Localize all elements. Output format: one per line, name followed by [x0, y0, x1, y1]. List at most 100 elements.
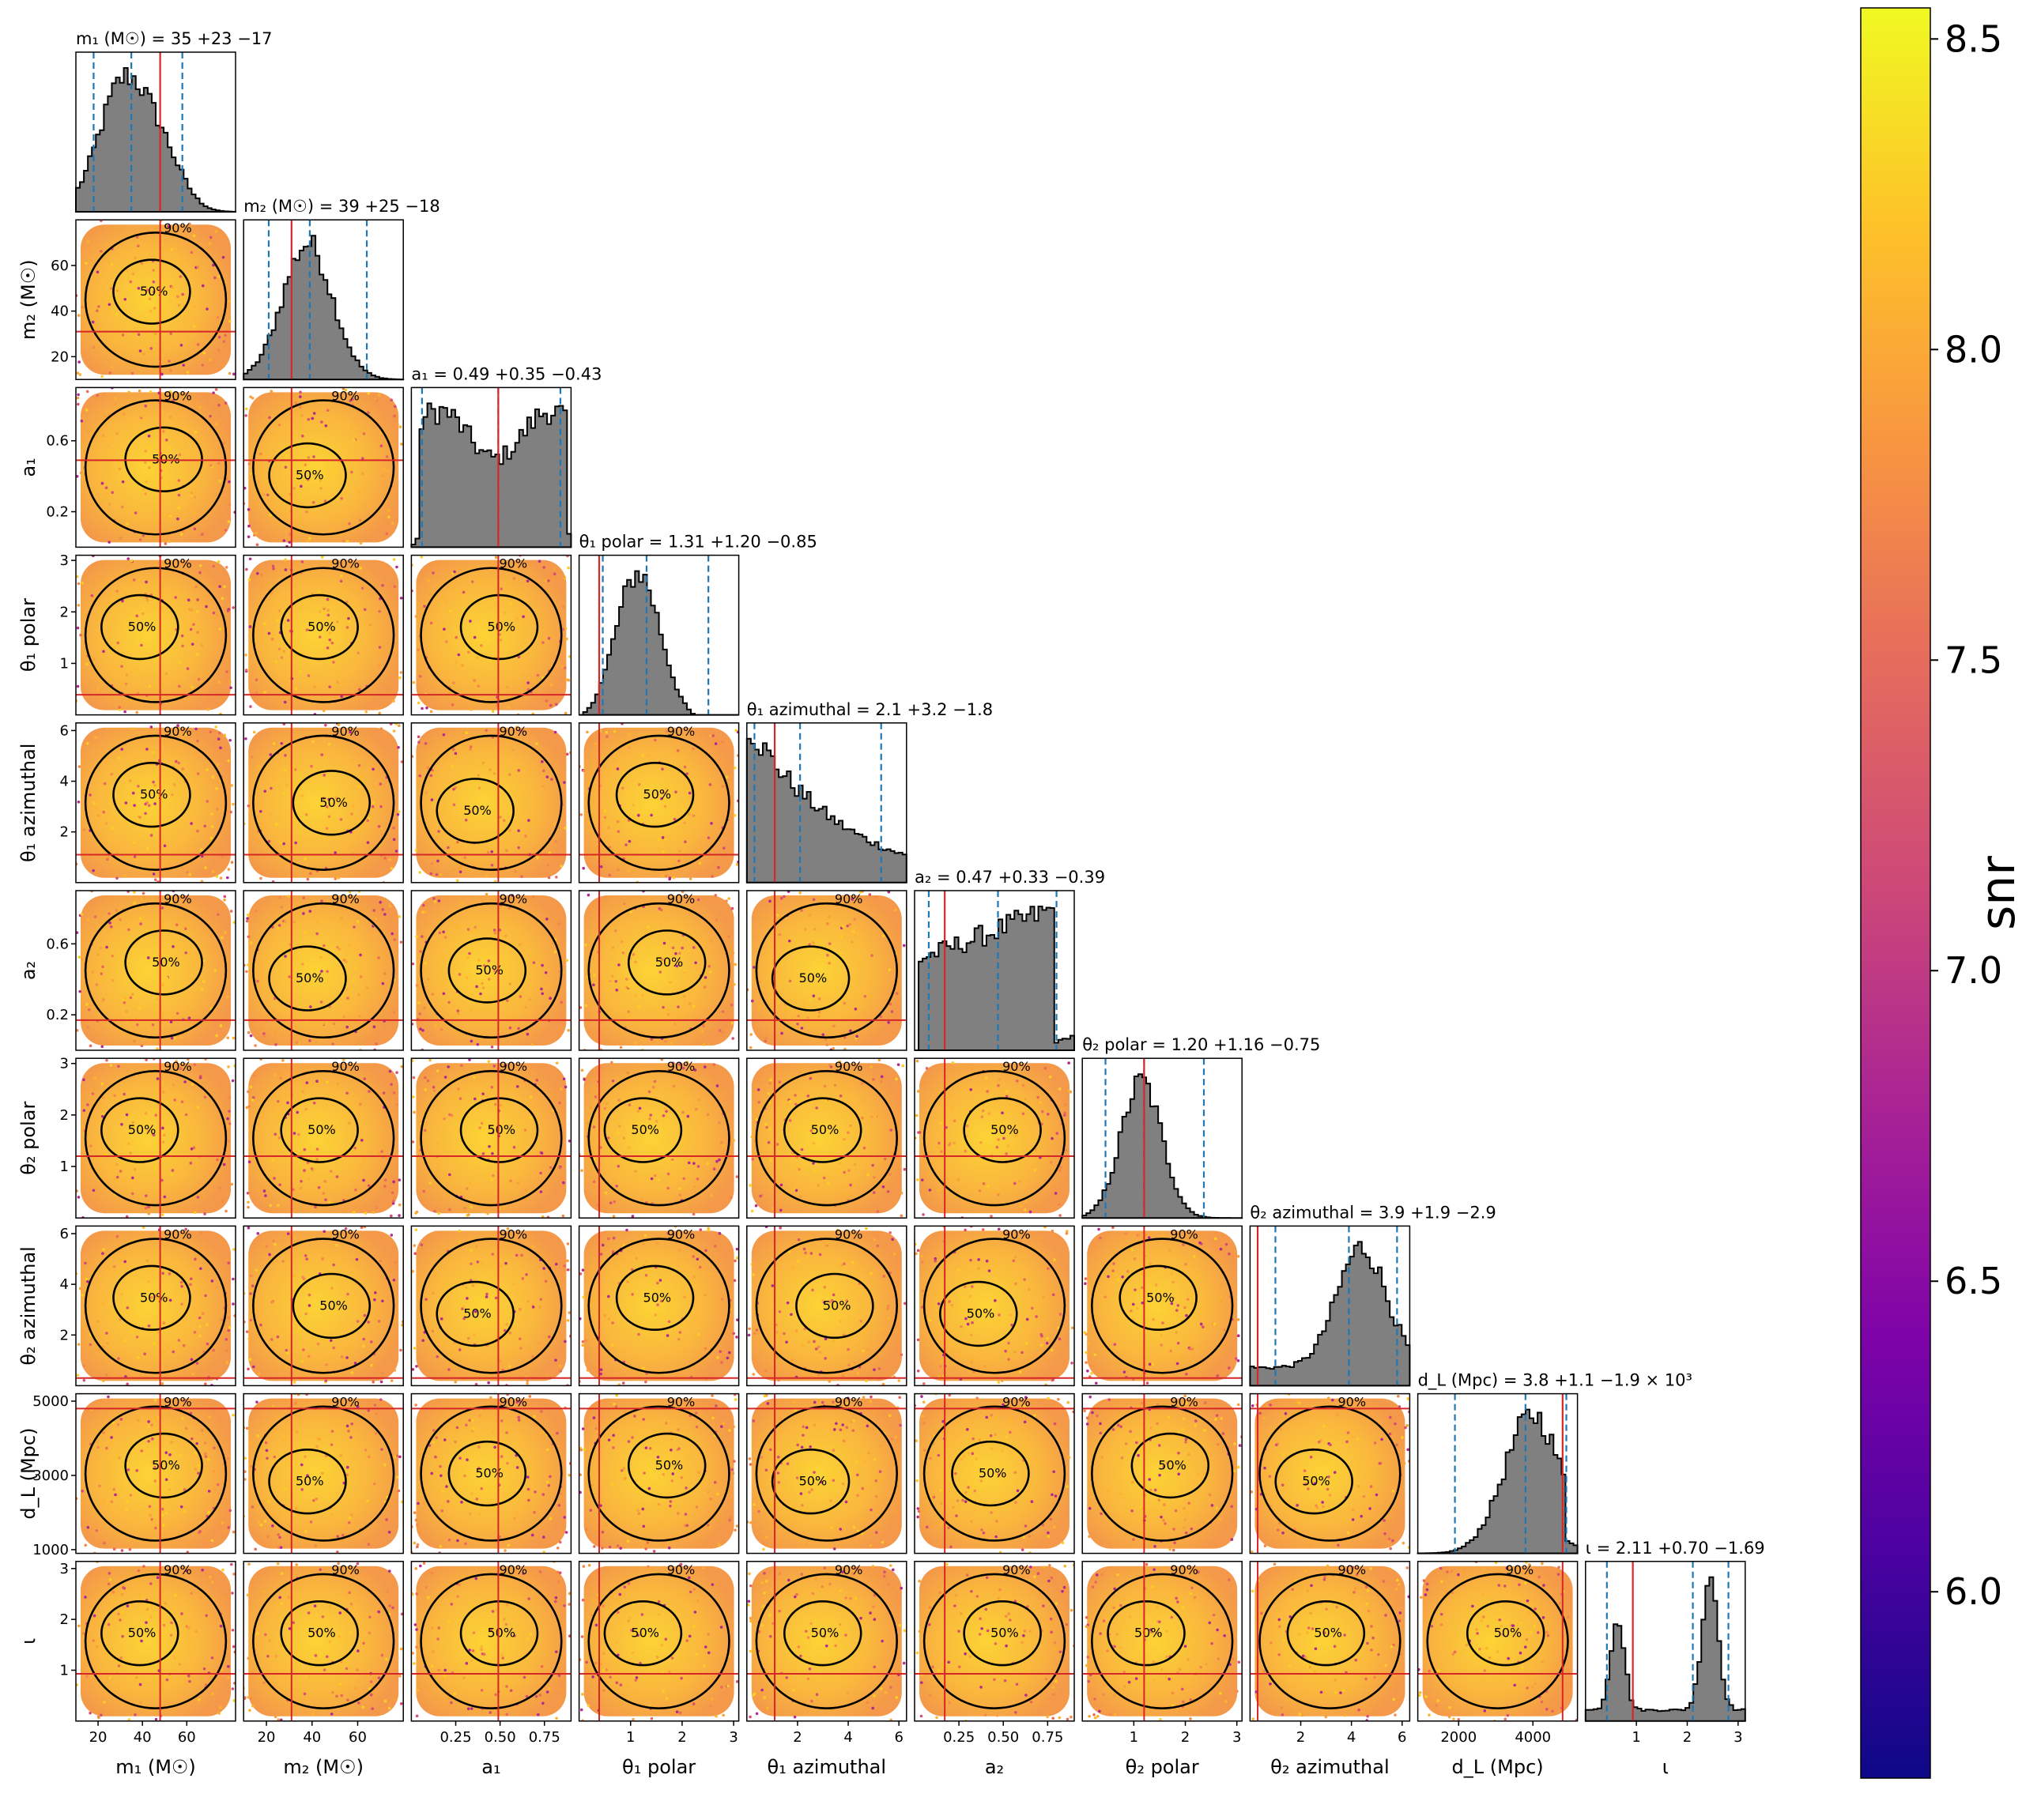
sample-point [430, 798, 434, 801]
sample-point [647, 1565, 650, 1569]
sample-point [357, 1649, 360, 1652]
sample-point [811, 1288, 814, 1292]
sample-point [876, 1210, 880, 1213]
sample-point [558, 1571, 562, 1574]
sample-point [77, 360, 81, 364]
sample-point [1218, 1296, 1222, 1300]
sample-point [281, 1438, 285, 1441]
sample-point [806, 1016, 809, 1019]
sample-point [1053, 1525, 1056, 1529]
sample-point [361, 472, 364, 476]
sample-point [802, 1464, 805, 1468]
sample-point [474, 1382, 478, 1386]
sample-point [592, 1599, 596, 1602]
sample-point [186, 1551, 190, 1554]
sample-point [869, 979, 872, 982]
sample-point [458, 1240, 462, 1244]
histogram-panel-theta1_azimuthal: θ₁ azimuthal = 2.1 +3.2 −1.8 [745, 700, 993, 884]
sample-point [636, 1110, 640, 1113]
sample-point [547, 636, 551, 640]
sample-point [1356, 1438, 1360, 1441]
sample-point [102, 810, 106, 814]
sample-point [594, 742, 598, 746]
sample-point [426, 766, 430, 770]
sample-point [480, 1689, 484, 1692]
sample-point [624, 1476, 627, 1480]
sample-point [89, 1711, 92, 1715]
sample-point [654, 1095, 657, 1099]
sample-point [128, 1547, 132, 1551]
sample-point [678, 1193, 682, 1196]
sample-point [488, 1144, 491, 1148]
sample-point [271, 925, 274, 929]
sample-point [852, 1419, 855, 1422]
sample-point [445, 1485, 448, 1488]
sample-point [499, 1103, 503, 1107]
sample-point [611, 1079, 615, 1083]
sample-point [680, 1676, 683, 1680]
sample-point [138, 1006, 141, 1010]
sample-point [557, 1581, 560, 1584]
sample-point [489, 1396, 492, 1400]
sample-point [254, 1547, 258, 1551]
sample-point [1023, 1278, 1026, 1281]
sample-point [457, 1087, 460, 1091]
scatter-density [1087, 1398, 1238, 1549]
sample-point [757, 913, 761, 917]
sample-point [456, 1539, 459, 1543]
scatter-density [416, 727, 567, 878]
sample-point [266, 1535, 270, 1539]
sample-point [665, 1697, 669, 1701]
sample-point [832, 1400, 835, 1404]
sample-point [711, 1416, 715, 1420]
sample-point [648, 1446, 652, 1450]
sample-point [768, 899, 772, 903]
contour-label-50: 50% [307, 620, 336, 635]
sample-point [199, 1267, 202, 1271]
sample-point [421, 935, 424, 938]
sample-point [341, 539, 345, 543]
sample-point [244, 407, 248, 411]
sample-point [1013, 1255, 1017, 1259]
sample-point [147, 434, 151, 438]
sample-point [1228, 1252, 1231, 1256]
sample-point [91, 320, 95, 324]
sample-point [201, 1312, 205, 1316]
sample-point [704, 985, 707, 989]
sample-point [1023, 1420, 1027, 1424]
contour-90 [420, 1573, 563, 1709]
histogram-panel-m1: m₁ (M☉) = 35 +23 −17 [75, 29, 273, 213]
sample-point [1045, 1341, 1049, 1345]
sample-point [511, 894, 515, 897]
sample-point [287, 895, 290, 898]
sample-point [915, 1479, 919, 1483]
sample-point [507, 1543, 511, 1547]
sample-point [532, 961, 536, 964]
sample-point [1177, 1451, 1180, 1455]
sample-point [704, 1377, 708, 1381]
sample-point [615, 754, 618, 757]
sample-point [477, 1466, 481, 1470]
sample-point [1177, 1472, 1180, 1476]
sample-point [509, 1179, 512, 1183]
sample-point [438, 931, 442, 935]
sample-point [1401, 1436, 1404, 1439]
sample-point [847, 1396, 850, 1400]
sample-point [1124, 1232, 1128, 1235]
sample-point [608, 873, 611, 877]
sample-point [374, 1431, 378, 1435]
sample-point [390, 1191, 394, 1195]
sample-point [878, 1470, 882, 1473]
sample-point [817, 1015, 821, 1019]
sample-point [306, 1399, 309, 1403]
histogram-bars [745, 737, 907, 884]
sample-point [1022, 1536, 1025, 1539]
sample-point [662, 1472, 666, 1476]
sample-point [226, 1675, 230, 1679]
sample-point [544, 578, 548, 582]
sample-point [315, 1630, 319, 1633]
sample-point [915, 1178, 919, 1181]
sample-point [109, 1577, 112, 1581]
sample-point [221, 936, 224, 940]
sample-point [680, 1476, 684, 1479]
